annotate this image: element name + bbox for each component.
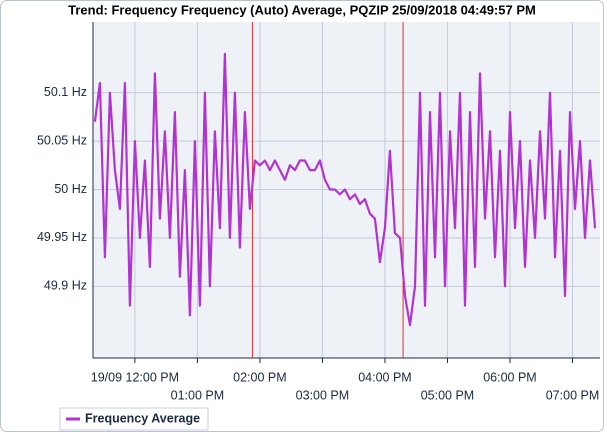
y-tick-label: 50.1 Hz <box>44 85 87 99</box>
x-tick-label: 03:00 PM <box>296 388 350 402</box>
x-tick-label: 04:00 PM <box>358 370 412 384</box>
y-tick-label: 50 Hz <box>54 182 87 196</box>
line <box>93 52 597 327</box>
chart-title: Trend: Frequency Frequency (Auto) Averag… <box>68 2 536 17</box>
legend-box <box>59 407 209 431</box>
y-tick-label: 50.05 Hz <box>37 133 87 147</box>
x-tick-label: 05:00 PM <box>421 388 475 402</box>
x-tick-label: 06:00 PM <box>483 370 537 384</box>
x-tick-label: 02:00 PM <box>233 370 287 384</box>
legend-label: Frequency Average <box>85 411 200 425</box>
x-tick-label: 07:00 PM <box>546 388 600 402</box>
y-tick-label: 49.9 Hz <box>44 279 87 293</box>
x-tick-label: 19/09 12:00 PM <box>91 370 179 384</box>
x-tick-label: 01:00 PM <box>171 388 225 402</box>
y-tick-label: 49.95 Hz <box>37 230 87 244</box>
